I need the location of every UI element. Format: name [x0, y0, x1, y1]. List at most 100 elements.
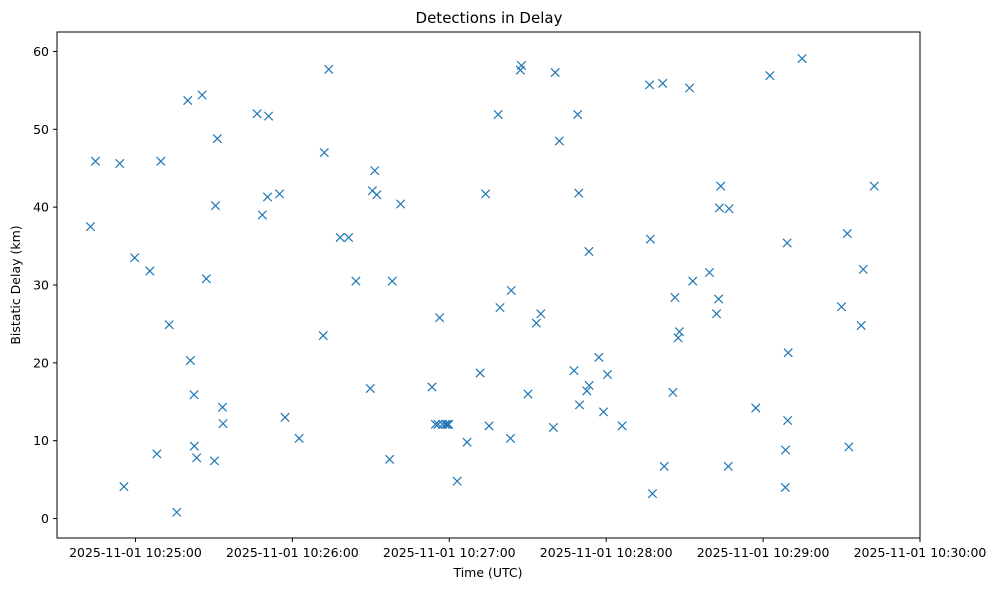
data-point: [836, 302, 847, 312]
data-point: [385, 454, 395, 464]
x-tick-label: 2025-11-01 10:27:00: [383, 545, 516, 560]
data-point: [263, 111, 274, 121]
data-point: [716, 181, 726, 191]
x-tick-label: 2025-11-01 10:26:00: [226, 545, 359, 560]
y-tick-label: 40: [33, 200, 49, 215]
chart-title: Detections in Delay: [416, 9, 563, 27]
data-point: [319, 148, 329, 158]
data-point: [724, 204, 734, 214]
data-point: [90, 156, 101, 166]
data-point: [192, 453, 202, 463]
data-point: [659, 461, 669, 472]
data-point: [115, 158, 125, 169]
data-point: [172, 507, 182, 517]
data-point: [869, 181, 879, 191]
data-point: [119, 481, 129, 492]
data-point: [480, 189, 491, 199]
data-point: [189, 441, 199, 451]
x-tick-label: 2025-11-01 10:28:00: [540, 545, 673, 560]
data-point: [430, 419, 441, 429]
data-point: [688, 276, 698, 286]
plot-frame: [56, 31, 921, 539]
data-point: [493, 109, 503, 120]
data-point: [152, 449, 162, 459]
data-point: [201, 274, 211, 284]
data-point: [645, 234, 656, 244]
data-point: [554, 136, 564, 146]
y-tick-label: 30: [33, 278, 49, 293]
data-point: [189, 390, 199, 400]
data-point: [85, 221, 96, 232]
data-point: [644, 80, 655, 90]
data-point: [523, 389, 533, 399]
data-point: [484, 421, 494, 431]
y-tick-label: 50: [33, 122, 49, 137]
data-point: [495, 302, 505, 313]
data-point: [387, 276, 397, 286]
data-point: [145, 266, 155, 276]
data-point: [274, 189, 285, 199]
data-point: [324, 64, 334, 74]
data-point: [185, 355, 195, 366]
data-point: [252, 109, 262, 119]
data-point: [218, 418, 228, 429]
data-point: [751, 403, 761, 413]
data-point: [684, 83, 695, 93]
data-point: [516, 60, 527, 71]
data-point: [462, 437, 472, 447]
data-point: [617, 421, 627, 431]
data-point: [780, 482, 790, 493]
data-point: [452, 476, 462, 486]
data-point: [396, 199, 406, 209]
data-point: [475, 368, 485, 378]
data-point: [433, 419, 443, 429]
data-point: [714, 203, 725, 213]
data-point: [658, 78, 668, 89]
data-point: [714, 294, 724, 304]
x-axis-label: Time (UTC): [452, 565, 522, 580]
data-point: [584, 246, 594, 257]
data-point: [262, 192, 273, 202]
data-point: [797, 53, 807, 64]
data-point: [574, 400, 585, 410]
data-point: [569, 366, 579, 376]
data-point: [668, 387, 678, 398]
data-point: [573, 109, 583, 120]
data-point: [372, 190, 382, 200]
data-point: [674, 327, 685, 337]
data-point: [440, 419, 450, 429]
data-point: [765, 70, 775, 81]
data-point: [842, 228, 852, 239]
data-point: [723, 461, 733, 472]
data-point: [844, 442, 854, 452]
marker-layer: [85, 53, 879, 517]
data-point: [782, 238, 792, 248]
data-point: [506, 285, 516, 296]
data-point: [370, 165, 380, 176]
data-point: [210, 200, 221, 211]
data-point: [209, 456, 220, 466]
data-point: [780, 445, 791, 455]
data-point: [318, 330, 328, 341]
y-axis-label: Bistatic Delay (km): [8, 225, 23, 344]
y-tick-label: 60: [33, 44, 49, 59]
data-point: [434, 313, 445, 323]
y-tick-label: 10: [33, 433, 49, 448]
data-point: [582, 386, 592, 396]
axes-layer: 2025-11-01 10:25:00 2025-11-01 10:26:00 20…: [33, 44, 986, 560]
x-tick-label: 2025-11-01 10:29:00: [697, 545, 830, 560]
data-point: [574, 188, 584, 198]
data-point: [670, 292, 680, 303]
data-point: [343, 232, 354, 243]
data-point: [217, 402, 228, 412]
data-point: [548, 422, 558, 433]
data-point: [442, 419, 452, 429]
data-point: [444, 419, 454, 429]
data-point: [858, 264, 868, 275]
data-point: [711, 309, 722, 319]
data-point: [505, 433, 516, 443]
data-point: [427, 382, 437, 392]
data-point: [257, 210, 267, 220]
